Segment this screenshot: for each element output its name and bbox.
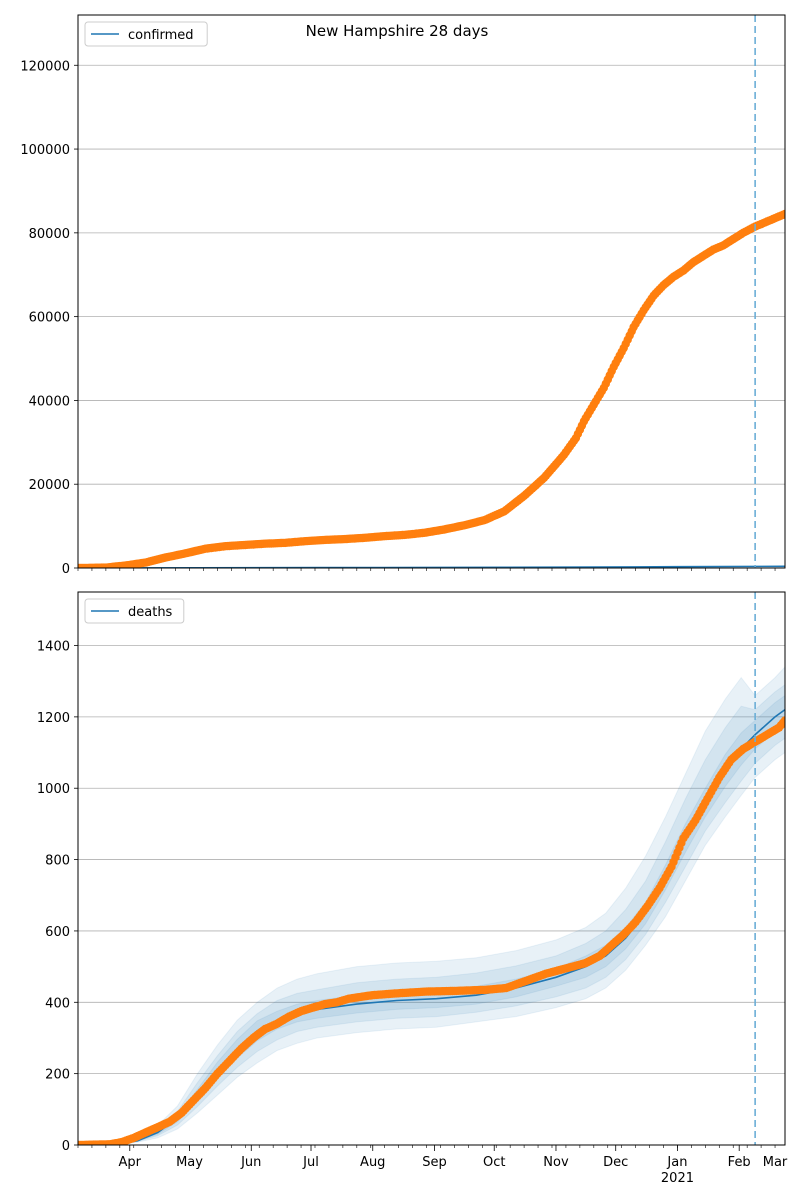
legend-label: deaths xyxy=(128,605,173,620)
x-tick-label: Dec xyxy=(603,1155,628,1170)
y-tick-label: 40000 xyxy=(29,394,70,409)
y-tick-label: 80000 xyxy=(29,227,70,242)
y-tick-label: 0 xyxy=(62,562,70,577)
y-tick-label: 800 xyxy=(45,854,70,869)
x-tick-label: Jan xyxy=(666,1155,687,1170)
axes-frame xyxy=(77,591,786,1146)
y-tick-label: 400 xyxy=(45,996,70,1011)
y-tick-label: 100000 xyxy=(20,143,70,158)
x-tick-label: Jun xyxy=(240,1155,261,1170)
legend-label: confirmed xyxy=(128,28,194,43)
y-tick-label: 0 xyxy=(62,1139,70,1154)
observed-point xyxy=(780,716,785,725)
x-tick-label: Oct xyxy=(483,1155,505,1170)
x-tick-label: Aug xyxy=(360,1155,385,1170)
x-tick-label: Apr xyxy=(119,1155,142,1170)
y-tick-label: 600 xyxy=(45,925,70,940)
axes-frame xyxy=(77,14,786,569)
x-year-label: 2021 xyxy=(661,1171,694,1186)
x-tick-label: Jul xyxy=(302,1155,319,1170)
x-tick-label: Nov xyxy=(543,1155,569,1170)
chart-title: New Hampshire 28 days xyxy=(306,22,489,40)
x-tick-label: Sep xyxy=(422,1155,447,1170)
uncertainty-band-1 xyxy=(78,666,785,1145)
model-line xyxy=(78,709,785,1145)
observed-point xyxy=(780,209,785,219)
uncertainty-band-3 xyxy=(78,694,785,1145)
y-tick-label: 120000 xyxy=(20,59,70,74)
uncertainty-band-2 xyxy=(78,684,785,1145)
y-tick-label: 1200 xyxy=(37,711,70,726)
y-tick-label: 200 xyxy=(45,1068,70,1083)
y-tick-label: 20000 xyxy=(29,478,70,493)
x-tick-label: Feb xyxy=(728,1155,751,1170)
plot-area xyxy=(78,666,785,1145)
legend-box xyxy=(84,21,208,47)
legend-box xyxy=(84,598,185,624)
legend: deaths xyxy=(84,598,185,624)
y-tick-label: 1400 xyxy=(37,640,70,655)
confirmed-panel: 0 20000 40000 60000 80000 100000 120000 confirm… xyxy=(20,14,786,577)
y-tick-label: 1000 xyxy=(37,782,70,797)
legend: confirmed xyxy=(84,21,208,47)
x-tick-label: May xyxy=(176,1155,203,1170)
plot-area xyxy=(78,209,785,568)
y-tick-label: 60000 xyxy=(29,311,70,326)
deaths-panel: 0 200 400 600 800 1000 1200 1400 deaths Apr May Jun… xyxy=(37,591,788,1186)
x-tick-label: Mar xyxy=(763,1155,788,1170)
